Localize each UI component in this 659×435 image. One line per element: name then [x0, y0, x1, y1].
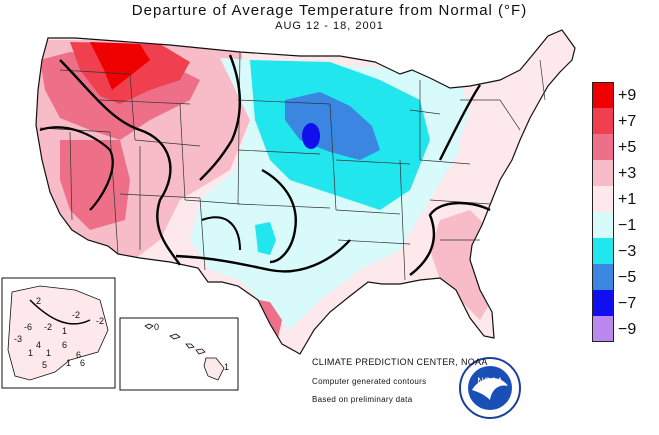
legend-item: −5 — [592, 264, 652, 290]
legend-item: +9 — [592, 82, 652, 108]
legend-swatch — [592, 212, 614, 238]
alaska-label: -2 — [72, 310, 80, 320]
alaska-label: 6 — [76, 350, 81, 360]
legend-swatch — [592, 186, 614, 212]
legend-label: +1 — [618, 191, 637, 208]
legend-item: −7 — [592, 290, 652, 316]
alaska-label: 1 — [46, 348, 51, 358]
us-outline — [35, 29, 576, 355]
hawaii-inset: 0 1 — [119, 317, 239, 391]
region-minus7-core — [302, 123, 320, 149]
alaska-label: -2 — [44, 322, 52, 332]
credit-center: CLIMATE PREDICTION CENTER, NOAA — [312, 357, 488, 367]
alaska-label: 6 — [62, 340, 67, 350]
legend-label: +9 — [618, 87, 637, 104]
legend-label: −7 — [618, 295, 637, 312]
region-plus9-montana — [90, 42, 150, 90]
legend-label: −9 — [618, 321, 637, 338]
noaa-logo-text: NOAA — [477, 376, 503, 386]
legend-item: −1 — [592, 212, 652, 238]
alaska-label: 1 — [28, 348, 33, 358]
alaska-label: 5 — [42, 360, 47, 370]
legend-swatch — [592, 238, 614, 264]
legend-label: +3 — [618, 165, 637, 182]
alaska-label: -2 — [96, 316, 104, 326]
legend-swatch — [592, 264, 614, 290]
legend-swatch — [592, 160, 614, 186]
map-title: Departure of Average Temperature from No… — [131, 2, 528, 19]
legend-item: +7 — [592, 108, 652, 134]
legend-swatch — [592, 316, 614, 342]
legend-item: −9 — [592, 316, 652, 342]
legend-item: −3 — [592, 238, 652, 264]
hawaii-label: 1 — [224, 362, 229, 372]
legend-label: −5 — [618, 269, 637, 286]
alaska-label: 6 — [80, 358, 85, 368]
legend-item: +5 — [592, 134, 652, 160]
legend-swatch — [592, 290, 614, 316]
contour-lines — [39, 54, 491, 276]
noaa-logo: NOAA — [459, 357, 521, 419]
alaska-label: 2 — [36, 296, 41, 306]
alaska-label: 4 — [36, 340, 41, 350]
legend-label: +7 — [618, 113, 637, 130]
legend-swatch — [592, 82, 614, 108]
credit-contours: Computer generated contours — [312, 377, 427, 386]
map-date-range: AUG 12 - 18, 2001 — [275, 20, 384, 32]
credit-data-note: Based on preliminary data — [312, 395, 413, 404]
hawaii-label: 0 — [154, 322, 159, 332]
legend-item: +1 — [592, 186, 652, 212]
legend-swatch — [592, 134, 614, 160]
alaska-label: 1 — [66, 358, 71, 368]
alaska-label: -6 — [24, 322, 32, 332]
legend: +9 +7 +5 +3 +1 −1 −3 −5 −7 −9 — [592, 82, 652, 342]
legend-item: +3 — [592, 160, 652, 186]
alaska-label: -3 — [14, 334, 22, 344]
legend-swatch — [592, 108, 614, 134]
legend-label: +5 — [618, 139, 637, 156]
alaska-inset: 2 -2 -2 -6 -2 1 -3 4 1 1 6 6 1 5 6 — [1, 277, 116, 389]
legend-label: −3 — [618, 243, 637, 260]
alaska-label: 1 — [62, 326, 67, 336]
legend-label: −1 — [618, 217, 637, 234]
